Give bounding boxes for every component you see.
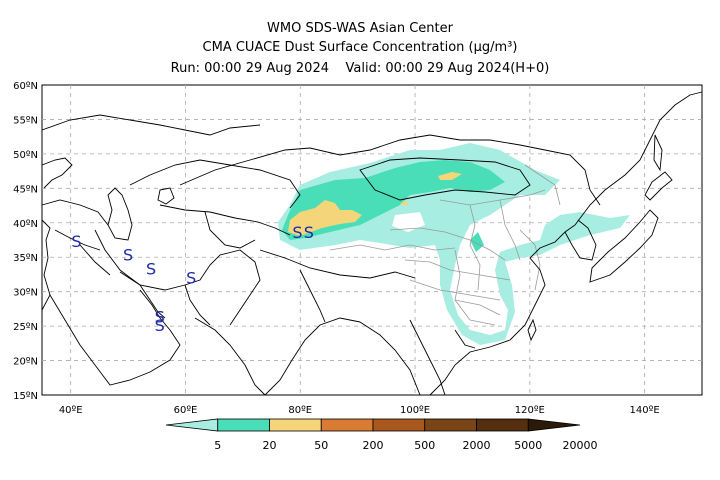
colorbar-label: 20 [263, 439, 277, 452]
lon-tick-label: 120ºE [515, 405, 545, 416]
colorbar-swatch [476, 418, 529, 432]
dust-storm-symbol: S [292, 223, 302, 242]
map-title: WMO SDS-WAS Asian Center [267, 21, 453, 36]
lat-tick-label: 45ºN [13, 184, 38, 195]
lat-tick-label: 50ºN [13, 150, 38, 161]
colorbar-swatch [527, 418, 581, 432]
lat-tick-label: 60ºN [13, 81, 38, 92]
dust-storm-symbol: S [146, 259, 156, 278]
colorbar-swatch [424, 418, 477, 432]
lat-tick-label: 55ºN [13, 115, 38, 126]
map-subtitle: CMA CUACE Dust Surface Concentration (μg… [202, 40, 518, 55]
colorbar-swatch [165, 418, 219, 432]
dust-storm-symbol: S [155, 316, 165, 335]
colorbar-swatch [372, 418, 426, 432]
lon-tick-label: 100ºE [400, 405, 430, 416]
dust-storm-symbol: S [123, 246, 133, 265]
colorbar-label: 2000 [463, 439, 491, 452]
colorbar-label: 5000 [514, 439, 542, 452]
colorbar: 5 20 50 200 500 2000 5000 20000 [165, 418, 598, 452]
dust-storm-symbol: S [71, 232, 81, 251]
dust-storm-symbol: S [304, 223, 314, 242]
lat-tick-label: 35ºN [13, 253, 38, 264]
colorbar-label: 20000 [563, 439, 598, 452]
lon-tick-label: 140ºE [630, 405, 660, 416]
colorbar-label: 200 [363, 439, 384, 452]
lat-tick-label: 25ºN [13, 322, 38, 333]
colorbar-swatch [217, 418, 270, 432]
coastlines-borders [41, 91, 703, 396]
run-valid-time: Run: 00:00 29 Aug 2024 Valid: 00:00 29 A… [170, 61, 550, 76]
lon-tick-label: 60ºE [174, 405, 198, 416]
colorbar-label: 500 [414, 439, 435, 452]
axis-labels: 60ºN 55ºN 50ºN 45ºN 40ºN 35ºN 30ºN 25ºN 20ºN 15ºN… [13, 81, 660, 416]
lat-tick-label: 40ºN [13, 219, 38, 230]
colorbar-label: 50 [314, 439, 328, 452]
lon-tick-label: 40ºE [59, 405, 83, 416]
province-boundaries [329, 164, 561, 326]
colorbar-swatch [269, 418, 322, 432]
dust-shading-high [288, 172, 462, 236]
dust-storm-symbol: S [155, 308, 165, 327]
colorbar-label: 5 [214, 439, 221, 452]
colorbar-swatch [320, 418, 374, 432]
lat-tick-label: 20ºN [13, 357, 38, 368]
lat-tick-label: 30ºN [13, 288, 38, 299]
lat-tick-label: 15ºN [13, 391, 38, 402]
dust-storm-symbol: S [186, 268, 196, 287]
lon-tick-label: 80ºE [288, 405, 312, 416]
